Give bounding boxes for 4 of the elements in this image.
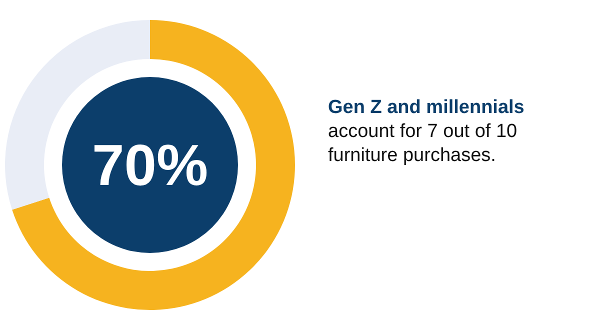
text: account for 7 out of 10 furniture purchases. [328, 121, 518, 166]
donut-slice [12, 20, 295, 310]
data-label: 70% [92, 133, 208, 198]
text: Gen Z and millennials [328, 97, 524, 118]
